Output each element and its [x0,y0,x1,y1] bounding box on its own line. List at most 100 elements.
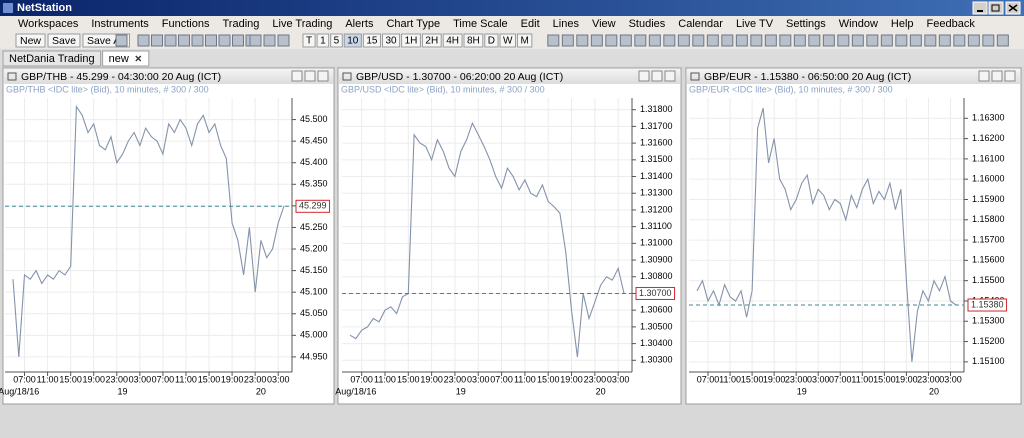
panel-control[interactable] [304,70,316,82]
menu-item[interactable]: Settings [786,18,826,30]
toolbar-icon[interactable] [677,34,690,47]
timeframe-button[interactable] [421,33,442,48]
toolbar-icon[interactable] [561,34,574,47]
menu-item[interactable]: Alerts [345,18,374,30]
timeframe-button[interactable] [302,33,316,48]
toolbar-icon[interactable] [137,34,150,47]
toolbar-icon[interactable] [205,34,217,47]
toolbar-icon[interactable] [779,34,792,47]
toolbar-icon[interactable] [634,34,647,47]
menu-item[interactable]: Edit [521,18,540,30]
panel-control[interactable] [978,70,990,82]
timeframe-button[interactable] [484,33,499,48]
tab[interactable] [2,50,102,67]
panel-control[interactable] [664,70,676,82]
tab-close[interactable] [135,55,142,62]
toolbar-button[interactable] [47,33,81,48]
menu-item[interactable]: Window [839,18,878,30]
toolbar-icon[interactable] [178,34,190,47]
toolbar-icon[interactable] [837,34,850,47]
panel-control[interactable] [291,70,303,82]
toolbar-icon[interactable] [851,34,864,47]
panel-control[interactable] [991,70,1003,82]
toolbar-icon[interactable] [590,34,603,47]
menu-item[interactable]: Lines [553,18,580,30]
toolbar-icon[interactable] [721,34,734,47]
toolbar-icon[interactable] [866,34,879,47]
panel-title: GBP/USD - 1.30700 - 06:20:00 20 Aug (ICT… [356,71,563,83]
panel-control[interactable] [317,70,329,82]
menu-item[interactable]: Help [891,18,914,30]
toolbar-icon[interactable] [764,34,777,47]
menu-item[interactable]: Workspaces [18,18,79,30]
x-tick-label: 23:00 [917,374,940,384]
toolbar-icon[interactable] [218,34,231,47]
menu-item[interactable]: Functions [162,18,210,30]
toolbar-icon[interactable] [648,34,661,47]
toolbar-icon[interactable] [663,34,676,47]
toolbar-icon[interactable] [924,34,937,47]
toolbar-icon[interactable] [232,34,244,47]
toolbar-icon[interactable] [967,34,980,47]
toolbar-icon[interactable] [692,34,705,47]
window-controls[interactable] [972,1,1021,15]
timeframe-button[interactable] [316,33,330,48]
timeframe-button[interactable] [499,33,516,48]
toolbar-icon[interactable] [735,34,748,47]
x-tick-label: 11:00 [514,374,536,384]
menu-item[interactable]: Calendar [678,18,723,30]
toolbar-icon[interactable] [115,34,128,47]
timeframe-button[interactable] [330,33,343,48]
toolbar-icon[interactable] [793,34,806,47]
toolbar-button[interactable] [15,33,46,48]
toolbar-icon[interactable] [982,34,995,47]
toolbar-icon[interactable] [808,34,821,47]
toolbar-icon[interactable] [547,34,560,47]
toolbar-icon[interactable] [909,34,922,47]
menu-item[interactable]: Chart Type [386,18,440,30]
tab[interactable] [102,50,150,67]
toolbar-icon[interactable] [895,34,908,47]
timeframe-button[interactable] [343,33,362,48]
toolbar-icon[interactable] [996,34,1009,47]
toolbar-icon[interactable] [249,34,262,47]
x-date-label: 20 [256,386,266,396]
timeframe-button[interactable] [442,33,463,48]
timeframe-button[interactable] [362,33,381,48]
toolbar-icon[interactable] [953,34,966,47]
menu-item[interactable]: Live Trading [272,18,332,30]
menu-item[interactable]: Trading [223,18,260,30]
menu-item[interactable]: Time Scale [453,18,508,30]
toolbar-icon[interactable] [880,34,893,47]
panel-control[interactable] [1004,70,1016,82]
toolbar-icon[interactable] [263,34,276,47]
menu-item[interactable]: Live TV [736,18,774,30]
menu-item[interactable]: Feedback [927,18,976,30]
toolbar-icon[interactable] [576,34,589,47]
price-line [12,104,285,357]
y-tick-label: 1.31500 [640,154,673,164]
timeframe-button[interactable] [401,33,421,48]
timeframe-button[interactable] [516,33,533,48]
toolbar-icon[interactable] [277,34,290,47]
toolbar-icon[interactable] [164,34,177,47]
toolbar-icon[interactable] [750,34,763,47]
timeframe-button[interactable] [381,33,401,48]
toolbar-icon[interactable] [619,34,632,47]
panel-header [339,69,680,84]
timeframe-button[interactable] [463,33,484,48]
toolbar-icon[interactable] [938,34,951,47]
panel-control[interactable] [638,70,650,82]
toolbar-icon[interactable] [706,34,719,47]
toolbar-icon[interactable] [605,34,618,47]
menu-item[interactable]: View [592,18,616,30]
menu-item[interactable]: Studies [629,18,666,30]
timeframe-label: 10 [347,36,359,47]
x-tick-label: 15:00 [741,374,764,384]
panel-control[interactable] [651,70,663,82]
menu-item[interactable]: Instruments [91,18,149,30]
toolbar-icon[interactable] [151,34,163,47]
toolbar-icon[interactable] [191,34,204,47]
toolbar-icon[interactable] [822,34,835,47]
